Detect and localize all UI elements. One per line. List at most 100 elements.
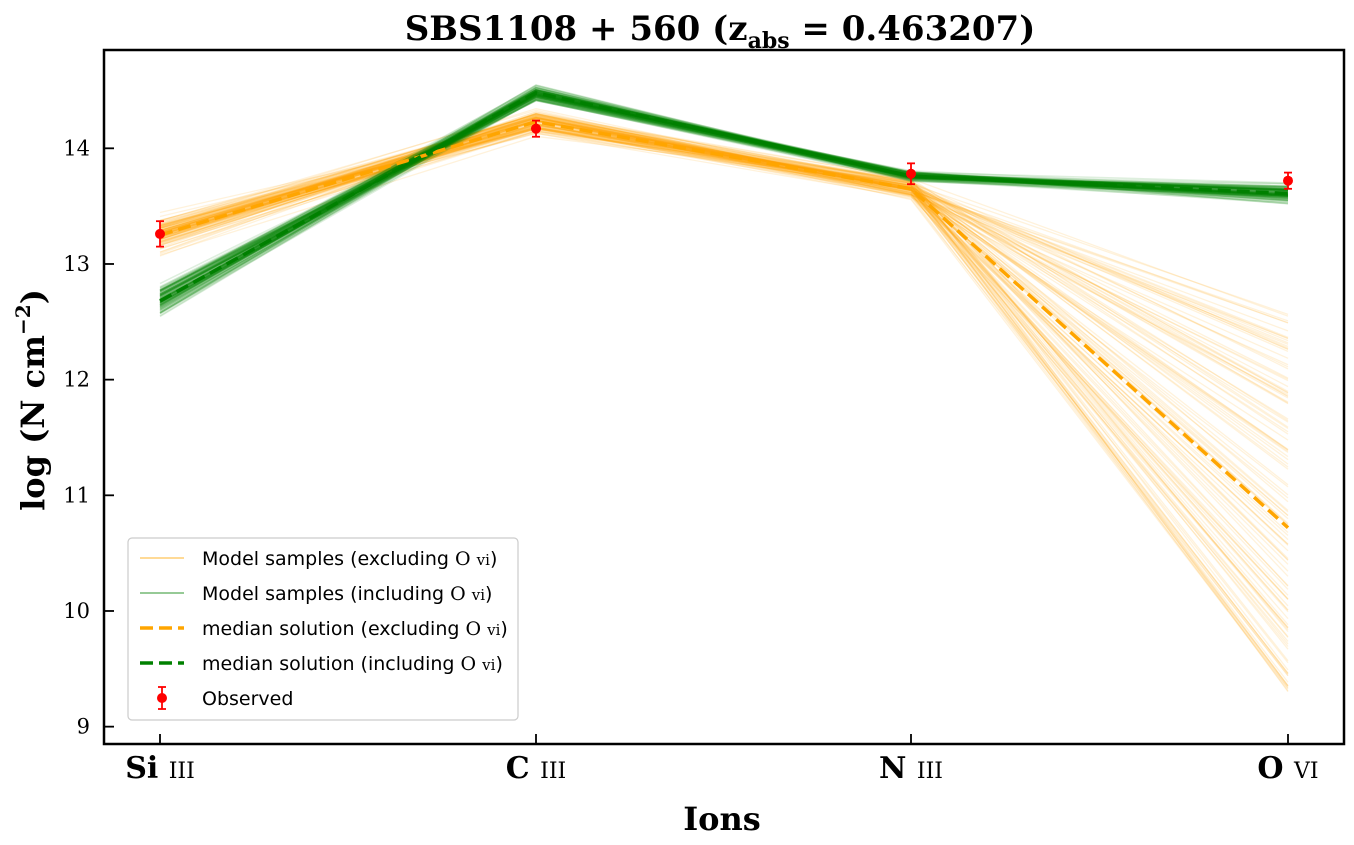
sample-line (159, 117, 1289, 458)
sample-line (159, 114, 1289, 671)
legend-label: median solution (excluding O vi) (202, 618, 508, 640)
sample-line (159, 94, 1289, 306)
sample-line (159, 98, 1289, 315)
sample-line (159, 114, 1289, 403)
chart-title: SBS1108 + 560 (zabs = 0.463207) (405, 9, 1036, 54)
sample-line (159, 117, 1289, 525)
y-tick-label: 13 (63, 252, 90, 276)
observed-point (531, 119, 541, 138)
sample-line (159, 130, 1289, 638)
sample-line (159, 120, 1289, 513)
sample-line (159, 116, 1289, 379)
sample-line (159, 108, 1289, 433)
sample-line (159, 92, 1289, 293)
sample-line (159, 129, 1289, 340)
sample-line (159, 119, 1289, 324)
y-tick-label: 12 (63, 368, 90, 392)
sample-line (159, 96, 1289, 304)
sample-line (159, 86, 1289, 297)
legend: Model samples (excluding O vi) Model samp… (127, 537, 519, 721)
sample-line (159, 120, 1289, 468)
median-lines-layer (159, 90, 1290, 530)
sample-line (159, 116, 1289, 601)
sample-line (159, 84, 1289, 305)
sample-line (159, 93, 1289, 309)
sample-line (159, 90, 1289, 299)
legend-label: Model samples (excluding O vi) (202, 548, 497, 570)
sample-line (159, 112, 1289, 486)
y-tick-label: 11 (63, 483, 90, 507)
sample-line (159, 127, 1289, 675)
sample-line (159, 96, 1289, 302)
legend-box (127, 537, 519, 721)
sample-line (159, 112, 1289, 488)
legend-item: Observed (157, 686, 293, 710)
sample-line (159, 119, 1289, 587)
sample-line (159, 113, 1289, 423)
sample-line (159, 86, 1289, 302)
sample-line (159, 127, 1289, 380)
sample-line (159, 124, 1289, 470)
sample-line (159, 123, 1289, 524)
sample-line (159, 95, 1289, 308)
sample-line (159, 127, 1289, 664)
sample-line (159, 132, 1289, 396)
sample-line (159, 97, 1289, 292)
sample-line (159, 87, 1289, 314)
sample-line (159, 123, 1289, 545)
sample-line (159, 109, 1289, 677)
sample-line (159, 88, 1289, 301)
sample-line (159, 114, 1289, 352)
sample-line (159, 97, 1289, 297)
sample-line (159, 99, 1289, 302)
sample-line (159, 115, 1289, 626)
sample-line (159, 119, 1289, 350)
legend-label: Observed (202, 688, 293, 710)
sample-line (159, 94, 1289, 291)
sample-line (159, 94, 1289, 294)
sample-line (159, 117, 1289, 345)
sample-line (159, 125, 1289, 430)
sample-line (159, 118, 1289, 338)
sample-line (159, 97, 1289, 292)
sample-line (159, 88, 1289, 298)
sample-line (159, 126, 1289, 676)
sample-line (159, 89, 1289, 315)
sample-line (159, 94, 1289, 288)
sample-line (159, 96, 1289, 285)
sample-line (159, 130, 1289, 404)
sample-line (159, 132, 1289, 452)
sample-line (159, 119, 1289, 687)
sample-line (159, 98, 1289, 297)
plot-frame (102, 48, 1346, 746)
observed-point (1283, 171, 1293, 190)
sample-line (159, 95, 1289, 300)
legend-item: Model samples (excluding O vi) (140, 548, 497, 570)
sample-line (159, 93, 1289, 306)
sample-line (159, 123, 1289, 600)
legend-label: median solution (including O vi) (202, 653, 503, 675)
sample-line (159, 90, 1289, 295)
sample-line (159, 114, 1289, 366)
sample-line (159, 111, 1289, 561)
sample-line (159, 98, 1289, 289)
sample-line (159, 113, 1289, 565)
sample-line (159, 95, 1289, 291)
sample-line (159, 127, 1289, 394)
sample-line (159, 113, 1289, 675)
sample-line (159, 117, 1289, 397)
sample-line (159, 114, 1289, 596)
sample-line (159, 117, 1289, 496)
x-axis-ticks: Si III C III N III O VI (125, 734, 1319, 786)
sample-line (159, 85, 1289, 292)
sample-line (159, 93, 1289, 305)
sample-line (159, 126, 1289, 572)
sample-line (159, 126, 1289, 552)
sample-line (159, 116, 1289, 683)
sample-line (159, 88, 1289, 292)
samples-including-ovi (159, 84, 1289, 318)
sample-line (159, 97, 1289, 293)
sample-line (159, 96, 1289, 309)
sample-line (159, 127, 1289, 689)
